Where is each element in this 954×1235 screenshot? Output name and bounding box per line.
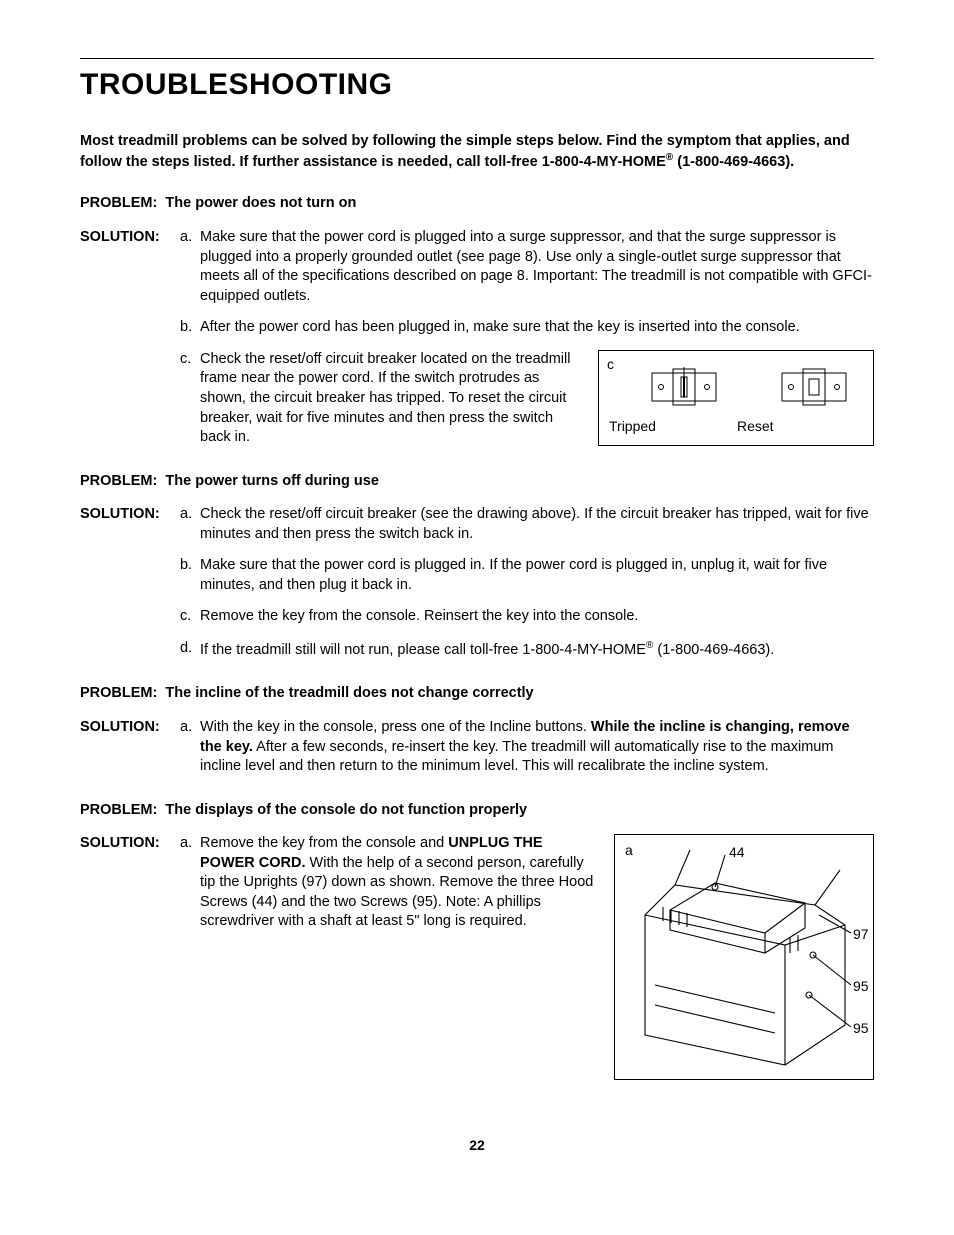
problem-label: PROBLEM: xyxy=(80,802,157,818)
item-text: Make sure that the power cord is plugged… xyxy=(200,556,874,595)
solution-3-a: a. With the key in the console, press on… xyxy=(180,718,874,777)
solution-4: SOLUTION: a. Remove the key from the con… xyxy=(80,834,874,1092)
item-text: Check the reset/off circuit breaker (see… xyxy=(200,505,874,544)
breaker-tripped-icon xyxy=(651,365,723,409)
item-letter: d. xyxy=(180,639,200,659)
problem-2-heading: PROBLEM: The power turns off during use xyxy=(80,472,874,492)
text-span: (1-800-469-4663). xyxy=(653,642,774,658)
problem-label: PROBLEM: xyxy=(80,195,157,211)
problem-label: PROBLEM: xyxy=(80,685,157,701)
page-number: 22 xyxy=(80,1136,874,1155)
item-letter: a. xyxy=(180,505,200,525)
page-title: TROUBLESHOOTING xyxy=(80,65,874,106)
solution-1-b: b. After the power cord has been plugged… xyxy=(180,318,874,338)
solution-2-a: a. Check the reset/off circuit breaker (… xyxy=(180,505,874,544)
figure-a-label-97: 97 xyxy=(853,925,869,944)
solution-label: SOLUTION: xyxy=(80,505,180,525)
breaker-reset-icon xyxy=(781,365,853,409)
problem-4-title: The displays of the console do not funct… xyxy=(165,802,527,818)
figure-c-reset-label: Reset xyxy=(737,417,774,436)
item-letter: c. xyxy=(180,350,200,370)
figure-c-corner-label: c xyxy=(607,355,614,374)
text-span: Remove the key from the console and xyxy=(200,835,448,851)
text-span: After a few seconds, re-insert the key. … xyxy=(200,739,833,775)
figure-c-breaker: c Tripped xyxy=(598,350,874,446)
solution-2-c: c. Remove the key from the console. Rein… xyxy=(180,607,874,627)
intro-paragraph: Most treadmill problems can be solved by… xyxy=(80,132,874,173)
item-letter: a. xyxy=(180,718,200,738)
problem-1-title: The power does not turn on xyxy=(165,195,356,211)
item-letter: c. xyxy=(180,607,200,627)
problem-1-heading: PROBLEM: The power does not turn on xyxy=(80,194,874,214)
item-text: After the power cord has been plugged in… xyxy=(200,318,874,338)
item-text: Remove the key from the console and UNPL… xyxy=(200,834,596,932)
solution-1-a: a. Make sure that the power cord is plug… xyxy=(180,228,874,306)
text-span: With the key in the console, press one o… xyxy=(200,719,591,735)
item-letter: a. xyxy=(180,834,200,854)
problem-3-title: The incline of the treadmill does not ch… xyxy=(165,685,533,701)
item-letter: a. xyxy=(180,228,200,248)
problem-2-title: The power turns off during use xyxy=(165,473,378,489)
figure-a-label-95b: 95 xyxy=(853,1019,869,1038)
treadmill-diagram-icon xyxy=(615,835,875,1081)
solution-1-c: c. Check the reset/off circuit breaker l… xyxy=(180,350,874,448)
intro-text-2: (1-800-469-4663). xyxy=(673,154,794,170)
figure-c-tripped-label: Tripped xyxy=(609,417,656,436)
figure-a-label-95a: 95 xyxy=(853,977,869,996)
item-text: If the treadmill still will not run, ple… xyxy=(200,639,874,660)
solution-label: SOLUTION: xyxy=(80,834,180,854)
solution-2-b: b. Make sure that the power cord is plug… xyxy=(180,556,874,595)
problem-label: PROBLEM: xyxy=(80,473,157,489)
item-text: Make sure that the power cord is plugged… xyxy=(200,228,874,306)
solution-3: SOLUTION: a. With the key in the console… xyxy=(80,718,874,789)
figure-a-label-44: 44 xyxy=(729,843,745,862)
item-text: Check the reset/off circuit breaker loca… xyxy=(200,350,580,448)
item-text: With the key in the console, press one o… xyxy=(200,718,874,777)
solution-2-d: d. If the treadmill still will not run, … xyxy=(180,639,874,660)
solution-1: SOLUTION: a. Make sure that the power co… xyxy=(80,228,874,460)
horizontal-rule xyxy=(80,58,874,59)
item-letter: b. xyxy=(180,318,200,338)
solution-label: SOLUTION: xyxy=(80,718,180,738)
problem-3-heading: PROBLEM: The incline of the treadmill do… xyxy=(80,684,874,704)
text-span: If the treadmill still will not run, ple… xyxy=(200,642,646,658)
item-text: Remove the key from the console. Reinser… xyxy=(200,607,874,627)
figure-a-treadmill: a xyxy=(614,834,874,1080)
item-letter: b. xyxy=(180,556,200,576)
solution-2: SOLUTION: a. Check the reset/off circuit… xyxy=(80,505,874,672)
solution-label: SOLUTION: xyxy=(80,228,180,248)
problem-4-heading: PROBLEM: The displays of the console do … xyxy=(80,801,874,821)
solution-4-a: a. Remove the key from the console and U… xyxy=(180,834,874,1080)
